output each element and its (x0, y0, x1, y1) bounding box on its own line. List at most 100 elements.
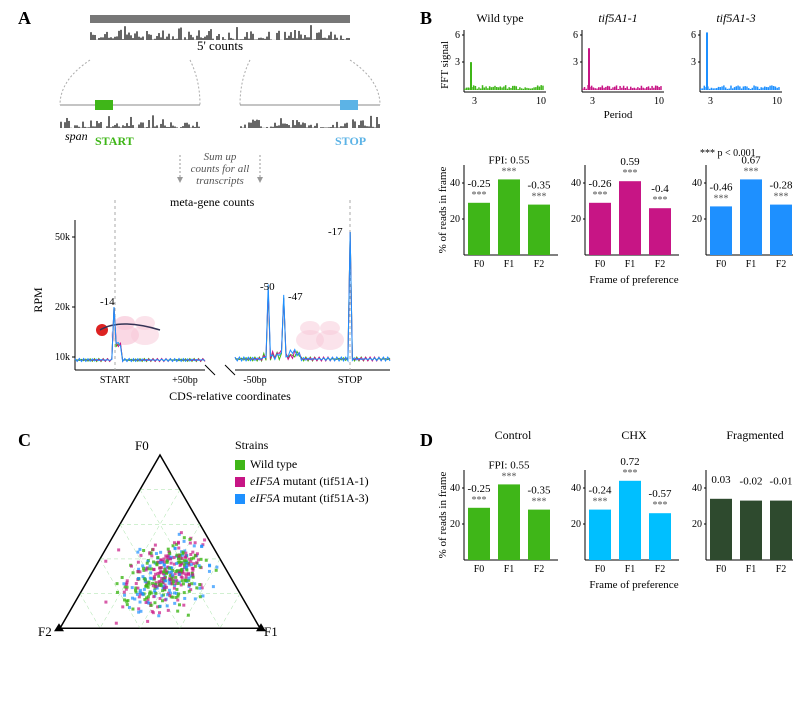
sum-text-3: transcripts (196, 175, 244, 187)
svg-text:-17: -17 (328, 226, 343, 238)
svg-text:***: *** (653, 195, 668, 206)
bar-chart: 20 40 -0.25***F0FPI: 0.55***F1-0.35***F2… (440, 140, 555, 300)
svg-text:50k: 50k (55, 232, 70, 243)
svg-text:-50bp: -50bp (243, 375, 266, 386)
svg-text:Fragmented: Fragmented (726, 428, 783, 442)
svg-text:F0: F0 (595, 564, 606, 575)
svg-text:***: *** (472, 495, 487, 506)
bar-chart: 20 40 -0.46***F00.67***F1-0.28***F2 (682, 140, 793, 300)
legend-item: Wild type (235, 457, 369, 472)
svg-text:10: 10 (536, 96, 546, 107)
svg-text:0.03: 0.03 (711, 474, 731, 486)
svg-text:F2: F2 (776, 564, 787, 575)
svg-text:F1: F1 (746, 564, 757, 575)
svg-text:% of reads in frame: % of reads in frame (437, 167, 449, 254)
svg-text:***: *** (623, 468, 638, 479)
svg-text:Control: Control (495, 428, 532, 442)
svg-text:40: 40 (450, 178, 460, 189)
svg-text:CHX: CHX (621, 428, 647, 442)
svg-text:-47: -47 (288, 291, 303, 303)
fft-chart-0: Wild type 3 6 3 10 FFT signal (440, 10, 552, 130)
svg-text:40: 40 (692, 178, 702, 189)
svg-text:F0: F0 (716, 259, 727, 270)
bar-chart: 20 40 -0.26***F00.59***F1-0.4***F2 Frame… (561, 140, 676, 300)
svg-text:***: *** (593, 190, 608, 201)
svg-text:Frame of preference: Frame of preference (589, 579, 678, 591)
svg-text:10: 10 (654, 96, 664, 107)
svg-text:-0.25: -0.25 (468, 483, 491, 495)
svg-text:F1: F1 (625, 259, 636, 270)
svg-text:F2: F2 (776, 259, 787, 270)
svg-text:F1: F1 (746, 259, 757, 270)
panel-b-fft-row: Wild type 3 6 3 10 FFT signal tif5A1-1 3… (440, 10, 788, 130)
svg-text:40: 40 (692, 483, 702, 494)
legend-label: eIF5A mutant (tif51A-3) (250, 491, 369, 506)
svg-text:-14: -14 (100, 296, 115, 308)
svg-text:-0.35: -0.35 (528, 485, 551, 497)
panel-a-label: A (18, 8, 31, 29)
svg-text:40: 40 (450, 483, 460, 494)
svg-text:-0.4: -0.4 (651, 183, 669, 195)
svg-text:-0.57: -0.57 (649, 488, 672, 500)
svg-text:-0.46: -0.46 (710, 181, 733, 193)
svg-text:0.59: 0.59 (620, 156, 640, 168)
svg-text:***: *** (653, 500, 668, 511)
svg-text:20k: 20k (55, 302, 70, 313)
svg-text:-0.25: -0.25 (468, 178, 491, 190)
stop-label: STOP (335, 134, 366, 148)
panel-c-legend: Strains Wild type eIF5A mutant (tif51A-1… (235, 438, 369, 508)
legend-swatch (235, 460, 245, 470)
svg-text:3: 3 (455, 57, 460, 68)
svg-text:***: *** (623, 168, 638, 179)
fft-chart-2: tif5A1-3 3 6 3 10 (676, 10, 788, 130)
svg-text:10: 10 (772, 96, 782, 107)
svg-text:Period: Period (604, 109, 633, 121)
legend-item: eIF5A mutant (tif51A-3) (235, 491, 369, 506)
svg-text:-0.02: -0.02 (740, 476, 763, 488)
start-label: START (95, 134, 134, 148)
svg-text:6: 6 (573, 30, 578, 41)
svg-text:6: 6 (455, 30, 460, 41)
svg-text:0.72: 0.72 (620, 456, 639, 468)
svg-text:40: 40 (571, 483, 581, 494)
sum-text-1: Sum up (204, 151, 237, 163)
fft-chart-1: tif5A1-1 3 6 3 10 Period (558, 10, 670, 130)
svg-text:40: 40 (571, 178, 581, 189)
svg-text:6: 6 (691, 30, 696, 41)
svg-text:F0: F0 (595, 259, 606, 270)
svg-text:3: 3 (691, 57, 696, 68)
svg-text:RPM: RPM (31, 287, 45, 313)
svg-text:***: *** (532, 192, 547, 203)
bar-chart: Control 20 40 -0.25***F0FPI: 0.55***F1-0… (440, 445, 555, 605)
svg-text:-0.28: -0.28 (770, 180, 793, 192)
svg-text:20: 20 (571, 214, 581, 225)
svg-text:3: 3 (573, 57, 578, 68)
svg-text:-0.24: -0.24 (589, 485, 612, 497)
svg-text:FPI: 0.55: FPI: 0.55 (489, 459, 530, 471)
bar-chart: Fragmented 20 40 0.03F0-0.02F1-0.01F2 (682, 445, 793, 605)
svg-text:-0.01: -0.01 (770, 476, 793, 488)
svg-text:F2: F2 (655, 259, 666, 270)
legend-label: Wild type (250, 457, 297, 472)
legend-label: eIF5A mutant (tif51A-1) (250, 474, 369, 489)
svg-text:F2: F2 (655, 564, 666, 575)
span-label: span (65, 129, 88, 143)
panel-b-bars-row: 20 40 -0.25***F0FPI: 0.55***F1-0.35***F2… (440, 140, 793, 300)
svg-text:***: *** (502, 166, 517, 177)
svg-text:F0: F0 (135, 438, 149, 453)
panel-d-bars-row: Control 20 40 -0.25***F0FPI: 0.55***F1-0… (440, 445, 793, 605)
svg-text:% of reads in frame: % of reads in frame (437, 472, 449, 559)
svg-text:***: *** (774, 192, 789, 203)
svg-text:F0: F0 (474, 259, 485, 270)
svg-text:F1: F1 (625, 564, 636, 575)
svg-text:Frame of preference: Frame of preference (589, 274, 678, 286)
svg-text:STOP: STOP (338, 375, 363, 386)
svg-text:-0.26: -0.26 (589, 178, 612, 190)
svg-text:-0.35: -0.35 (528, 180, 551, 192)
svg-text:3: 3 (472, 96, 477, 107)
legend-swatch (235, 477, 245, 487)
svg-text:***: *** (472, 190, 487, 201)
svg-text:tif5A1-1: tif5A1-1 (598, 11, 637, 25)
svg-text:3: 3 (590, 96, 595, 107)
svg-text:20: 20 (692, 214, 702, 225)
